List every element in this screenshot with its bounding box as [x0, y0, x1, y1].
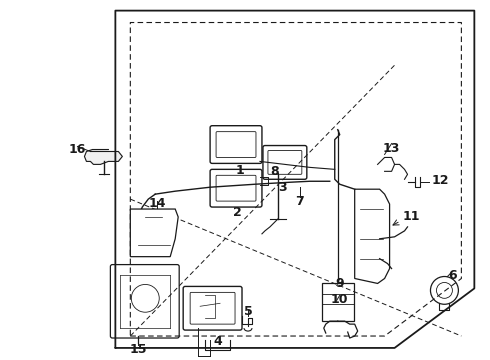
Polygon shape	[130, 209, 178, 257]
FancyBboxPatch shape	[216, 175, 256, 201]
Text: 14: 14	[148, 197, 166, 210]
Text: 10: 10	[331, 293, 348, 306]
FancyBboxPatch shape	[210, 126, 262, 163]
Text: 7: 7	[295, 195, 304, 208]
Text: 4: 4	[214, 335, 222, 348]
FancyBboxPatch shape	[216, 132, 256, 157]
Text: 5: 5	[244, 305, 252, 318]
Text: 15: 15	[129, 343, 147, 356]
Text: 12: 12	[432, 174, 449, 187]
Text: 9: 9	[336, 276, 344, 289]
FancyBboxPatch shape	[183, 287, 242, 330]
Text: 1: 1	[236, 165, 245, 177]
FancyBboxPatch shape	[268, 150, 302, 174]
Text: 11: 11	[403, 211, 420, 224]
Text: 3: 3	[279, 181, 287, 194]
FancyBboxPatch shape	[110, 265, 179, 338]
Bar	[322, 283, 354, 321]
Text: 16: 16	[69, 143, 86, 156]
Polygon shape	[355, 189, 390, 283]
Text: 8: 8	[270, 165, 278, 178]
Text: 6: 6	[448, 269, 457, 282]
FancyBboxPatch shape	[263, 145, 307, 179]
Text: 13: 13	[383, 141, 400, 154]
Polygon shape	[84, 149, 122, 165]
Text: 2: 2	[233, 206, 242, 219]
FancyBboxPatch shape	[210, 169, 262, 207]
FancyBboxPatch shape	[190, 292, 235, 324]
